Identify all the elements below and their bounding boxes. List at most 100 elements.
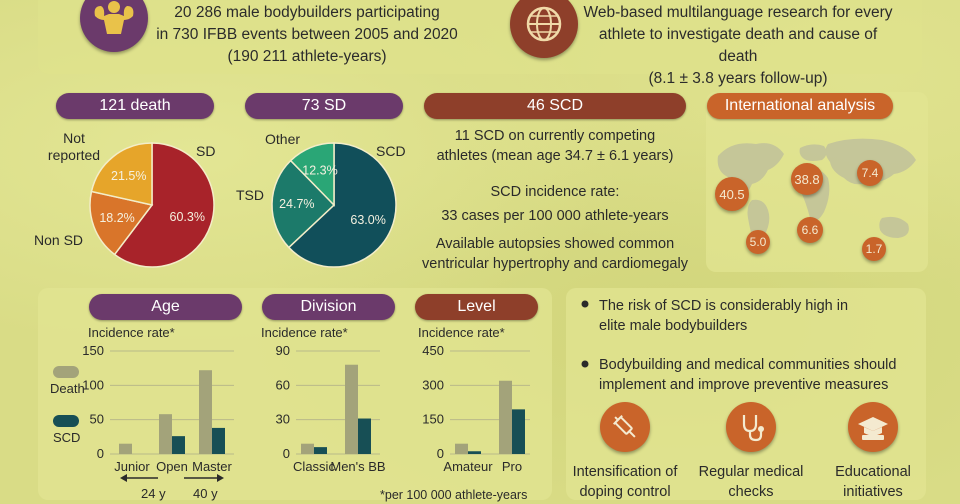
y-tick-label: 0	[437, 446, 444, 461]
bar-scd	[212, 427, 225, 454]
bar-death	[455, 443, 468, 454]
action-line: Intensification of	[572, 464, 678, 480]
y-tick-label: 50	[90, 412, 104, 427]
x-category-label: Master	[192, 459, 232, 474]
y-tick-label: 100	[82, 377, 104, 392]
age-pill: Age	[89, 294, 242, 320]
scd-competing-line: 11 SCD on currently competing	[454, 128, 656, 144]
division-y-title: Incidence rate*	[261, 325, 348, 340]
x-category-label: Open	[156, 459, 188, 474]
division-pill: Division	[262, 294, 395, 320]
deaths-pie: 60.3% 18.2% 21.5%	[89, 142, 215, 268]
x-category-label: Pro	[502, 459, 522, 474]
sd-pie-slice	[271, 159, 336, 249]
international-pill: International analysis	[707, 93, 893, 119]
y-tick-label: 0	[97, 446, 104, 461]
legend-scd-label: SCD	[53, 430, 81, 445]
charts-panel	[38, 288, 552, 500]
x-category-label: Classic	[293, 459, 335, 474]
world-map	[717, 138, 916, 246]
header-band	[38, 0, 922, 74]
bar-death	[159, 414, 172, 454]
globe-icon	[510, 0, 578, 58]
research-method-line: Web-based multilanguage research for eve…	[583, 4, 893, 21]
research-method-line: (8.1 ± 3.8 years follow-up)	[648, 70, 828, 87]
y-tick-label: 450	[422, 343, 444, 358]
legend-death-label: Death	[50, 381, 85, 396]
bar-scd	[358, 418, 371, 454]
legend-scd-swatch	[53, 415, 79, 427]
region-marker-value: 40.5	[719, 186, 745, 202]
action-line: initiatives	[843, 484, 903, 500]
deaths-pie-slice	[89, 190, 154, 256]
sd-pie-slice	[289, 142, 335, 207]
study-population-line: (190 211 athlete-years)	[227, 48, 387, 65]
bar-death	[301, 443, 314, 454]
bar-scd	[314, 447, 327, 454]
action-line: Educational	[835, 464, 911, 480]
sd-pie-slice-label: 63.0%	[350, 213, 385, 227]
bullet-icon	[581, 300, 589, 308]
level-y-title: Incidence rate*	[418, 325, 505, 340]
x-category-label: Amateur	[443, 459, 493, 474]
region-marker: 5.0	[746, 230, 770, 254]
age-arrows	[120, 474, 224, 482]
deaths-pie-slice-label: 60.3%	[170, 210, 205, 224]
scd-pill: 46 SCD	[424, 93, 686, 119]
region-marker-value: 38.8	[794, 171, 820, 187]
conclusion-risk: The risk of SCD is considerably high in …	[599, 296, 848, 336]
scd-competing-text: 11 SCD on currently competing athletes (…	[410, 126, 700, 166]
bar-death	[199, 370, 212, 454]
deaths-label-not-reported: Not reported	[47, 130, 101, 163]
y-tick-label: 30	[276, 412, 290, 427]
stethoscope-icon	[726, 402, 776, 452]
y-tick-label: 0	[283, 446, 290, 461]
syringe-icon	[600, 402, 650, 452]
scd-autopsy-line: Available autopsies showed common	[435, 236, 675, 252]
bullet-icon	[581, 360, 589, 368]
action-line: doping control	[579, 484, 671, 500]
research-method-text: Web-based multilanguage research for eve…	[578, 2, 898, 90]
conclusion-line: The risk of SCD is considerably high in	[599, 298, 849, 314]
scd-incidence-text: SCD incidence rate: 33 cases per 100 000…	[410, 182, 700, 226]
conclusions-panel	[566, 288, 926, 500]
action-medical-checks: Regular medical checks	[686, 462, 816, 502]
scd-competing-line: athletes (mean age 34.7 ± 6.1 years)	[436, 148, 674, 164]
y-tick-label: 90	[276, 343, 290, 358]
region-marker-value: 1.7	[865, 242, 883, 256]
graduation-cap-icon	[848, 402, 898, 452]
deaths-pie-slice-label: 18.2%	[99, 211, 134, 225]
bar-scd	[512, 409, 525, 454]
region-marker-value: 7.4	[861, 166, 879, 180]
x-category-label: Men's BB	[330, 459, 385, 474]
conclusion-line: Bodybuilding and medical communities sho…	[599, 357, 897, 373]
conclusion-line: implement and improve preventive measure…	[599, 377, 889, 393]
study-population-line: 20 286 male bodybuilders participating	[174, 4, 440, 21]
action-educational: Educational initiatives	[808, 462, 938, 502]
legend-death-swatch	[53, 366, 79, 378]
sd-pill: 73 SD	[245, 93, 403, 119]
research-method-line: athlete to investigate death and cause o…	[598, 26, 878, 65]
bar-scd	[172, 436, 185, 454]
level-pill: Level	[415, 294, 538, 320]
deaths-label-sd: SD	[196, 143, 216, 159]
scd-autopsy-line: ventricular hypertrophy and cardiomegaly	[422, 256, 688, 272]
region-marker: 7.4	[857, 160, 883, 186]
deaths-pie-slice-label: 21.5%	[111, 169, 146, 183]
region-marker-value: 5.0	[749, 235, 767, 249]
region-marker: 40.5	[715, 177, 749, 211]
scd-incidence-value: 33 cases per 100 000 athlete-years	[441, 208, 669, 224]
bodybuilder-icon	[80, 0, 148, 52]
bar-death	[499, 380, 512, 454]
age-y-title: Incidence rate*	[88, 325, 175, 340]
region-marker-value: 6.6	[801, 223, 819, 237]
scd-autopsy-text: Available autopsies showed common ventri…	[400, 234, 710, 274]
y-tick-label: 150	[422, 412, 444, 427]
region-marker: 38.8	[791, 163, 823, 195]
sd-pie-slice	[287, 142, 397, 268]
conclusion-line: elite male bodybuilders	[599, 318, 748, 334]
scd-incidence-title: SCD incidence rate:	[490, 184, 620, 200]
deaths-pie-slice	[113, 142, 215, 268]
y-tick-label: 150	[82, 343, 104, 358]
